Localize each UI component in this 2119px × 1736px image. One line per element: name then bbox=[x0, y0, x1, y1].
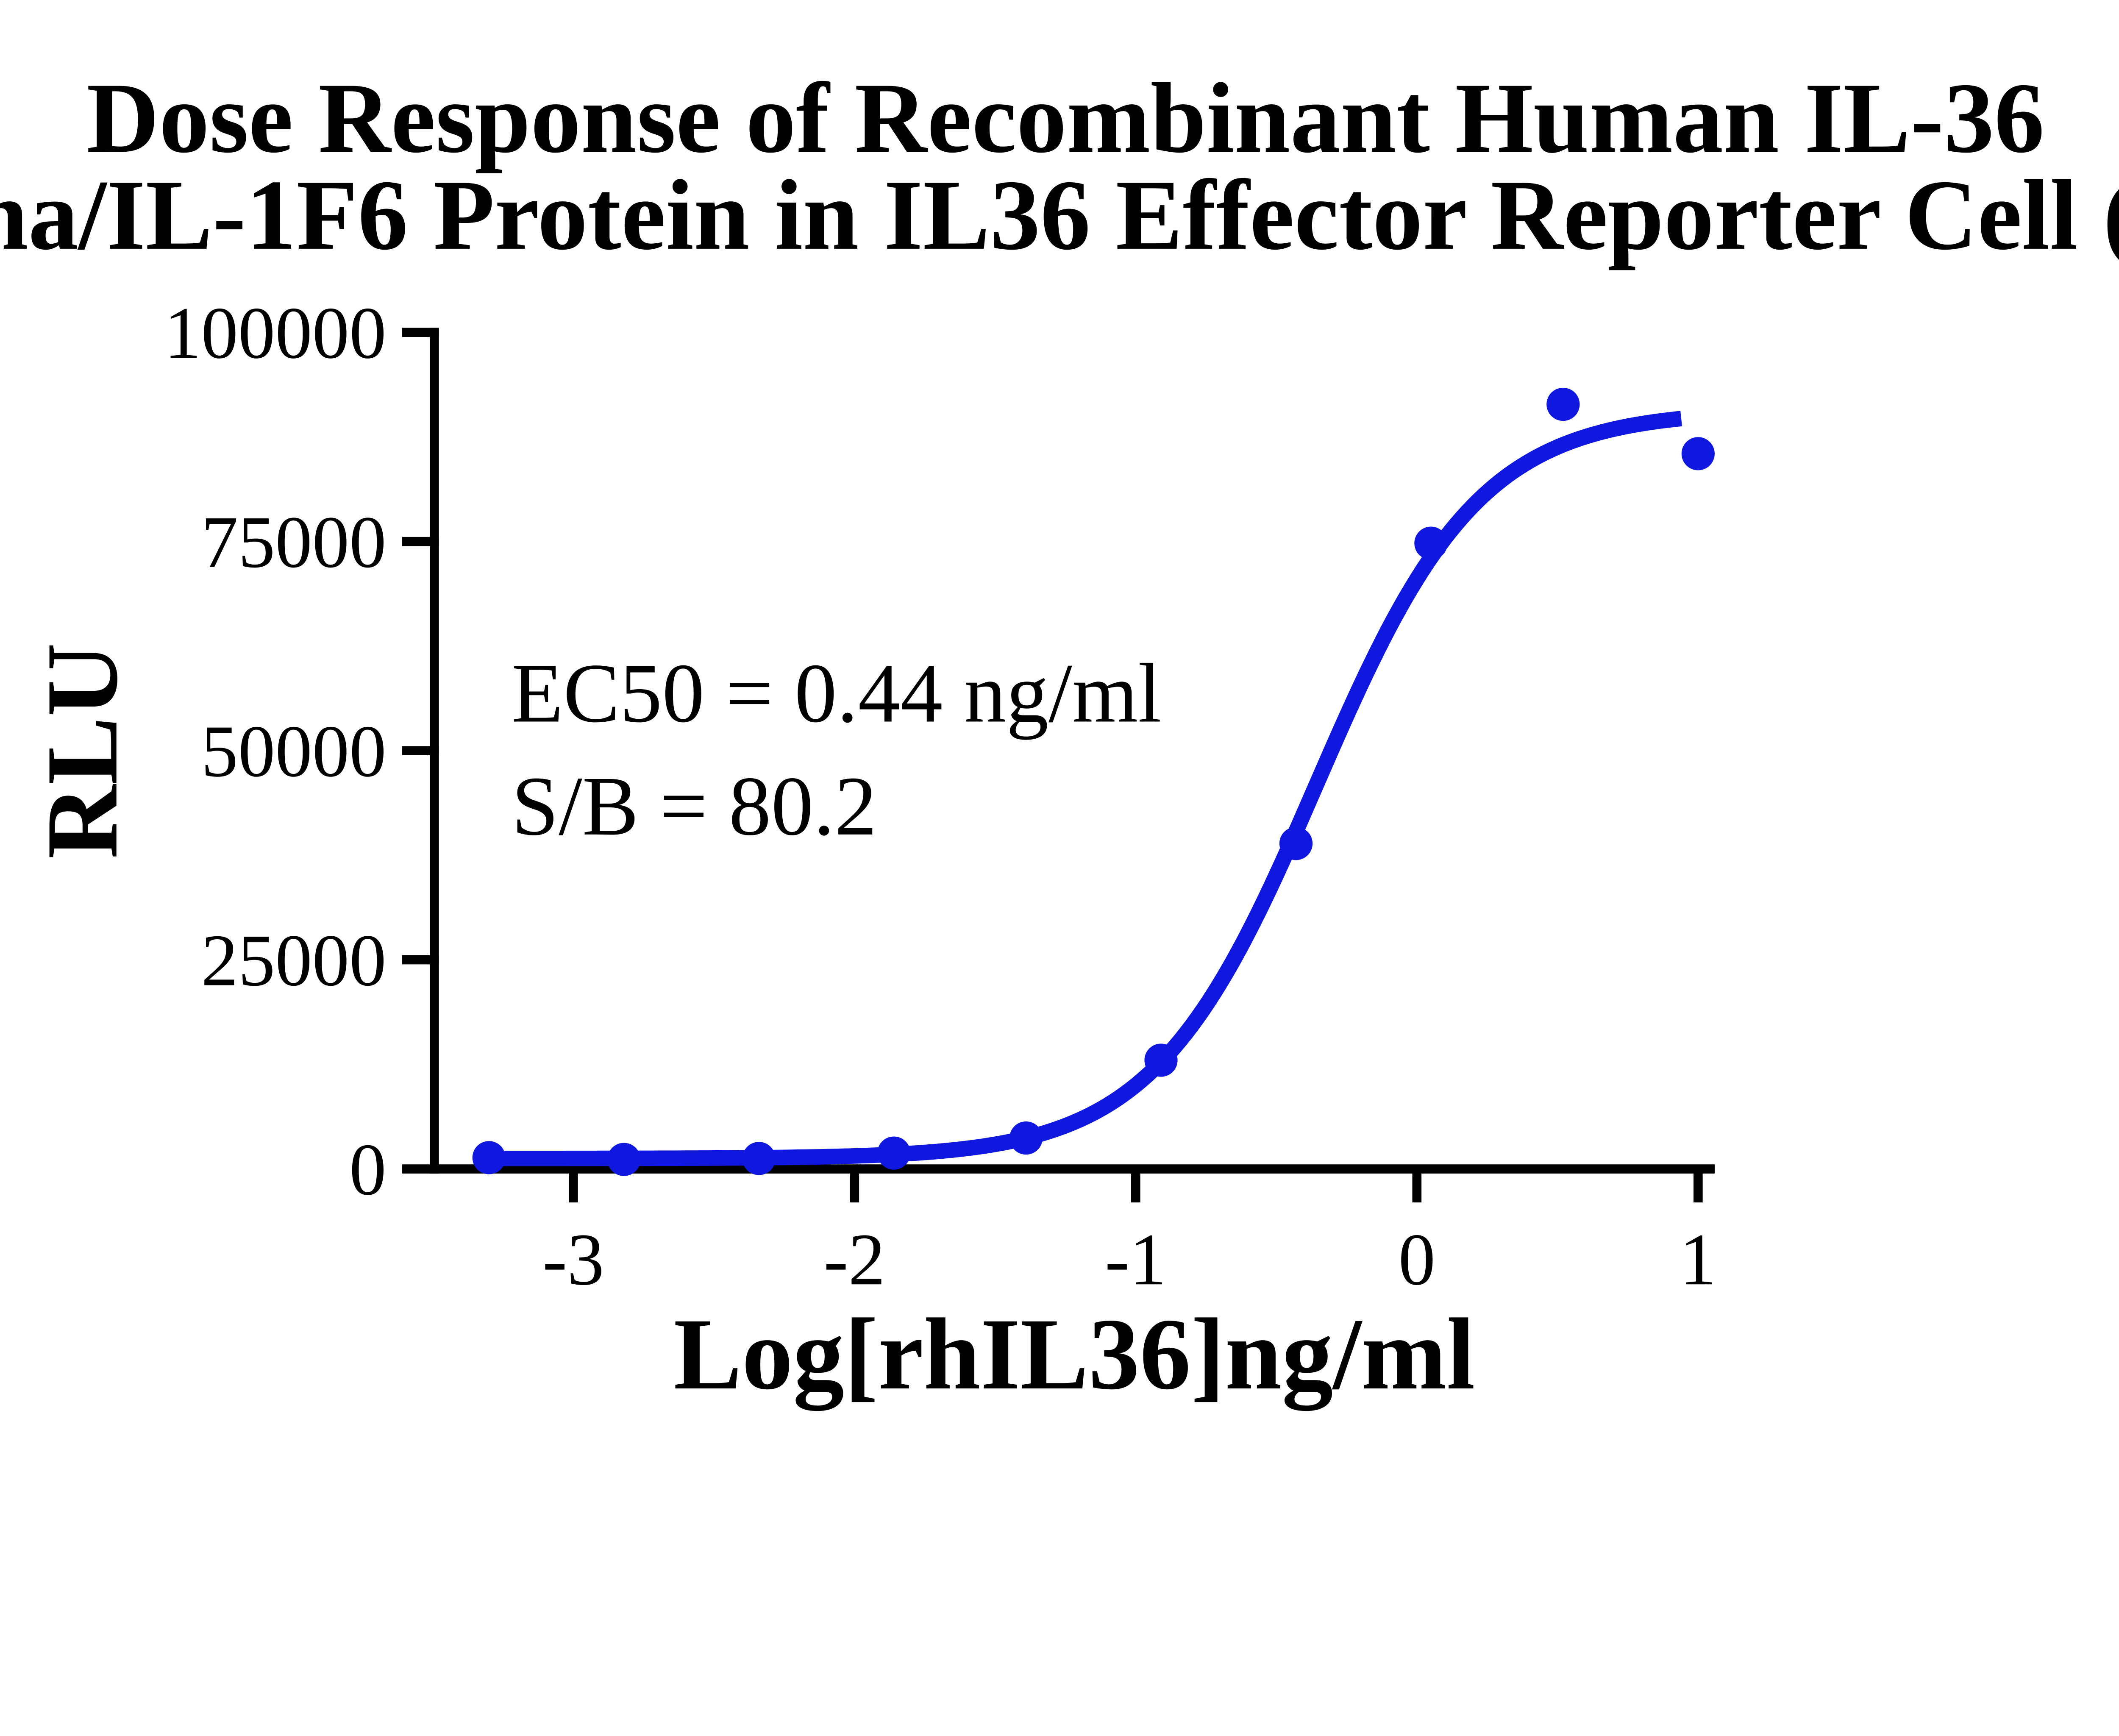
y-tick-label: 0 bbox=[349, 1128, 386, 1210]
y-tick-label: 25000 bbox=[201, 919, 387, 1002]
x-tick-label: 1 bbox=[1680, 1218, 1716, 1300]
fit-curve-group bbox=[487, 411, 1684, 1166]
data-point bbox=[1546, 387, 1580, 421]
y-tick-label: 100000 bbox=[164, 292, 386, 374]
x-tick-marks bbox=[568, 1169, 1703, 1203]
chart-title-line-2: alpha/IL-1F6 Protein in IL36 Effector Re… bbox=[0, 160, 2119, 271]
signal-background-annotation: S/B = 80.2 bbox=[512, 760, 877, 853]
x-axis-title: Log[rhIL36]ng/ml bbox=[673, 1298, 1475, 1411]
data-point bbox=[742, 1142, 776, 1175]
y-tick-label: 75000 bbox=[201, 501, 387, 583]
y-tick-marks bbox=[402, 328, 439, 1174]
y-axis-title: RLU bbox=[26, 643, 139, 859]
x-tick-label: -3 bbox=[542, 1218, 604, 1300]
x-tick-label: 0 bbox=[1399, 1218, 1435, 1300]
ec50-annotation: EC50 = 0.44 ng/ml bbox=[512, 646, 1161, 740]
data-point bbox=[1279, 827, 1313, 860]
data-point bbox=[1681, 437, 1715, 470]
dose-response-chart: Dose Response of Recombinant Human IL-36… bbox=[0, 63, 2119, 1411]
x-tick-label: -2 bbox=[824, 1218, 886, 1300]
fit-curve bbox=[487, 411, 1684, 1166]
data-point bbox=[472, 1141, 506, 1174]
data-point bbox=[1009, 1121, 1043, 1155]
data-points-group bbox=[472, 387, 1715, 1176]
data-point bbox=[607, 1143, 641, 1176]
x-tick-labels: -3 -2 -1 0 1 bbox=[542, 1218, 1717, 1300]
y-tick-labels: 0 25000 50000 75000 100000 bbox=[164, 292, 386, 1210]
data-point bbox=[1144, 1043, 1178, 1077]
x-tick-label: -1 bbox=[1105, 1218, 1167, 1300]
chart-title-line-1: Dose Response of Recombinant Human IL-36 bbox=[86, 63, 2044, 174]
y-tick-label: 50000 bbox=[201, 710, 387, 792]
data-point bbox=[877, 1136, 911, 1170]
data-point bbox=[1414, 526, 1448, 560]
dose-response-figure: Dose Response of Recombinant Human IL-36… bbox=[0, 62, 2119, 1411]
